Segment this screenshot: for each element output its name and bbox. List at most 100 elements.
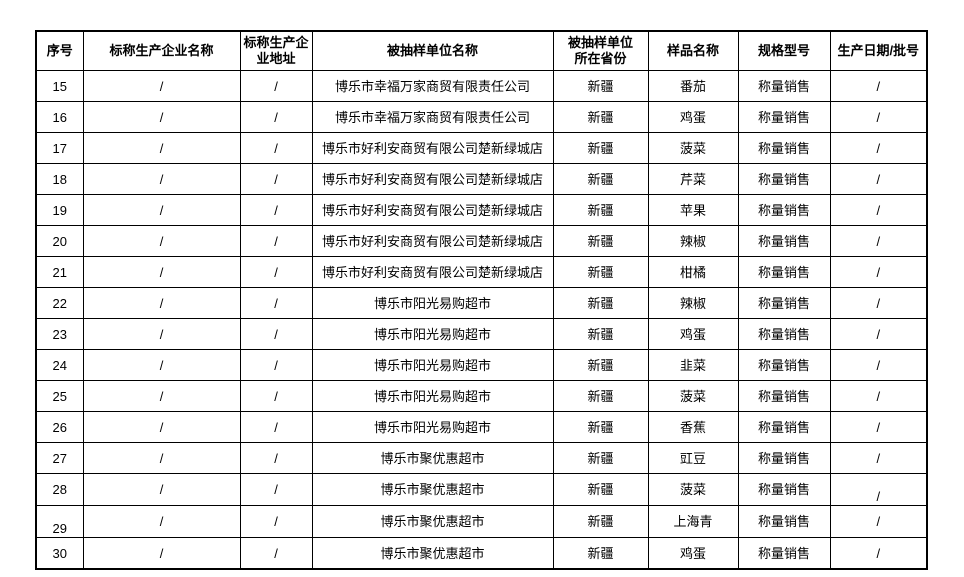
cell-manufacturer-name: / [82,411,241,443]
cell-manufacturer-address: / [239,194,313,226]
cell-manufacturer-address: / [239,287,313,319]
table-row: 25// 博乐市阳光易购超市 新疆 菠菜 称量销售 / [35,380,928,412]
cell-spec-model: 称量销售 [737,380,831,412]
table-row: 26// 博乐市阳光易购超市 新疆 香蕉 称量销售 / [35,411,928,443]
cell-sample-name: 柑橘 [647,256,739,288]
header-manufacturer-name: 标称生产企业名称 [82,30,241,71]
cell-manufacturer-address: / [239,163,313,195]
cell-sampled-unit-name: 博乐市阳光易购超市 [311,318,554,350]
cell-index: 18 [35,163,84,195]
cell-sampled-unit-province: 新疆 [552,70,649,102]
cell-sampled-unit-province: 新疆 [552,287,649,319]
header-sample-name: 样品名称 [647,30,739,71]
table-header: 序号 标称生产企业名称 标称生产企 业地址 被抽样单位名称 被抽样单位 所在省份… [35,30,928,71]
cell-production-date-batch: / [829,411,928,443]
cell-spec-model: 称量销售 [737,537,831,570]
cell-sampled-unit-name: 博乐市幸福万家商贸有限责任公司 [311,101,554,133]
cell-index: 30 [35,537,84,570]
cell-sample-name: 辣椒 [647,287,739,319]
table-row: 28// 博乐市聚优惠超市 新疆 菠菜 称量销售 / [35,473,928,506]
table-row: 18// 博乐市好利安商贸有限公司楚新绿城店 新疆 芹菜 称量销售 / [35,163,928,195]
cell-index: 29 [35,505,84,538]
cell-manufacturer-address: / [239,318,313,350]
cell-sampled-unit-province: 新疆 [552,505,649,538]
cell-production-date-batch: / [829,287,928,319]
cell-manufacturer-name: / [82,380,241,412]
cell-spec-model: 称量销售 [737,132,831,164]
cell-index: 23 [35,318,84,350]
header-sampled-unit-name: 被抽样单位名称 [311,30,554,71]
cell-index: 21 [35,256,84,288]
cell-production-date-batch: / [829,442,928,474]
table-row: 16// 博乐市幸福万家商贸有限责任公司 新疆 鸡蛋 称量销售 / [35,101,928,133]
table-row: 15// 博乐市幸福万家商贸有限责任公司 新疆 番茄 称量销售 / [35,70,928,102]
cell-index: 15 [35,70,84,102]
cell-spec-model: 称量销售 [737,442,831,474]
cell-sampled-unit-name: 博乐市阳光易购超市 [311,349,554,381]
cell-production-date-batch: / [829,349,928,381]
cell-sampled-unit-province: 新疆 [552,318,649,350]
header-spec-model: 规格型号 [737,30,831,71]
cell-index: 26 [35,411,84,443]
table-row: 19// 博乐市好利安商贸有限公司楚新绿城店 新疆 苹果 称量销售 / [35,194,928,226]
cell-sampled-unit-name: 博乐市好利安商贸有限公司楚新绿城店 [311,132,554,164]
cell-production-date-batch: / [829,256,928,288]
cell-manufacturer-address: / [239,256,313,288]
cell-sampled-unit-province: 新疆 [552,225,649,257]
cell-manufacturer-name: / [82,256,241,288]
cell-sample-name: 芹菜 [647,163,739,195]
cell-production-date-batch: / [829,505,928,538]
table-row: 17// 博乐市好利安商贸有限公司楚新绿城店 新疆 菠菜 称量销售 / [35,132,928,164]
cell-sampled-unit-name: 博乐市阳光易购超市 [311,380,554,412]
cell-manufacturer-address: / [239,442,313,474]
cell-manufacturer-address: / [239,505,313,538]
cell-spec-model: 称量销售 [737,70,831,102]
cell-index: 17 [35,132,84,164]
cell-sample-name: 上海青 [647,505,739,538]
header-production-date-batch: 生产日期/批号 [829,30,928,71]
cell-manufacturer-name: / [82,473,241,506]
cell-sampled-unit-province: 新疆 [552,163,649,195]
cell-sample-name: 番茄 [647,70,739,102]
cell-sample-name: 香蕉 [647,411,739,443]
cell-manufacturer-name: / [82,318,241,350]
cell-spec-model: 称量销售 [737,225,831,257]
cell-sample-name: 菠菜 [647,473,739,506]
cell-spec-model: 称量销售 [737,318,831,350]
cell-manufacturer-name: / [82,225,241,257]
table-row: 30// 博乐市聚优惠超市 新疆 鸡蛋 称量销售 / [35,537,928,570]
cell-sampled-unit-name: 博乐市阳光易购超市 [311,287,554,319]
header-index: 序号 [35,30,84,71]
cell-index: 16 [35,101,84,133]
cell-sample-name: 苹果 [647,194,739,226]
cell-spec-model: 称量销售 [737,287,831,319]
cell-production-date-batch: / [829,537,928,570]
cell-manufacturer-address: / [239,225,313,257]
cell-sampled-unit-province: 新疆 [552,132,649,164]
cell-production-date-batch: / [829,318,928,350]
table-row: 22// 博乐市阳光易购超市 新疆 辣椒 称量销售 / [35,287,928,319]
header-manufacturer-address: 标称生产企 业地址 [239,30,313,71]
cell-manufacturer-name: / [82,101,241,133]
cell-manufacturer-name: / [82,505,241,538]
cell-production-date-batch: / [829,132,928,164]
cell-manufacturer-address: / [239,411,313,443]
cell-spec-model: 称量销售 [737,101,831,133]
cell-sample-name: 鸡蛋 [647,101,739,133]
cell-sample-name: 辣椒 [647,225,739,257]
table-row: 27// 博乐市聚优惠超市 新疆 豇豆 称量销售 / [35,442,928,474]
cell-sampled-unit-name: 博乐市聚优惠超市 [311,505,554,538]
cell-manufacturer-name: / [82,349,241,381]
cell-manufacturer-address: / [239,101,313,133]
cell-sample-name: 菠菜 [647,380,739,412]
cell-index: 19 [35,194,84,226]
cell-sampled-unit-province: 新疆 [552,473,649,506]
cell-production-date-batch: / [829,101,928,133]
table-row: 23// 博乐市阳光易购超市 新疆 鸡蛋 称量销售 / [35,318,928,350]
cell-manufacturer-name: / [82,194,241,226]
table-body: 15// 博乐市幸福万家商贸有限责任公司 新疆 番茄 称量销售/16// 博乐市幸福万家商… [35,70,928,570]
cell-spec-model: 称量销售 [737,505,831,538]
cell-sampled-unit-name: 博乐市幸福万家商贸有限责任公司 [311,70,554,102]
cell-production-date-batch: / [829,473,928,506]
